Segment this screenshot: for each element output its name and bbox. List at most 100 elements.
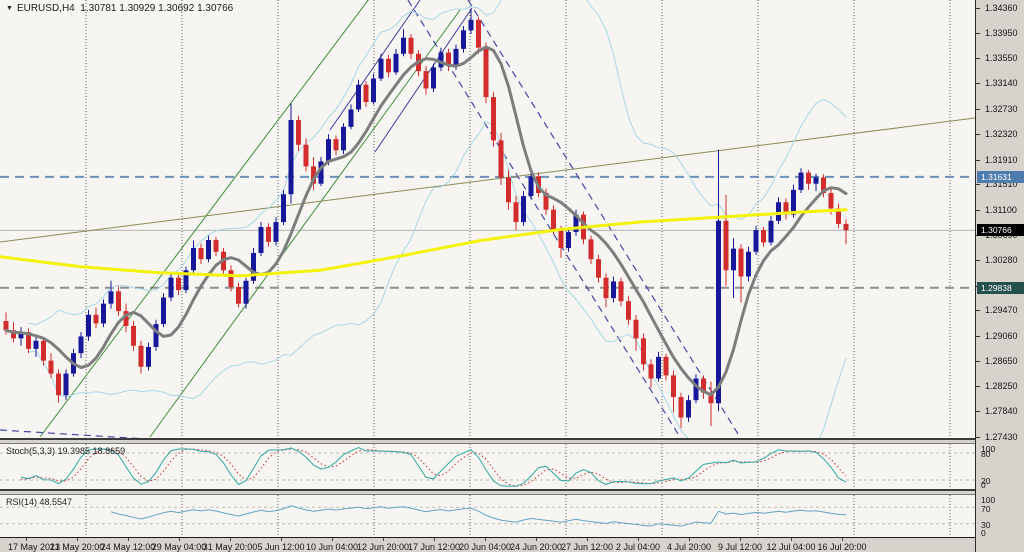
price-tick-label: 1.34360 bbox=[985, 3, 1018, 13]
price-tick-label: 1.33140 bbox=[985, 78, 1018, 88]
time-tick-mark bbox=[791, 538, 792, 541]
candles bbox=[3, 8, 849, 429]
price-tick-mark bbox=[976, 8, 980, 9]
time-tick-mark bbox=[842, 538, 843, 541]
price-tick-label: 1.29060 bbox=[985, 331, 1018, 341]
time-tick-label: 27 Jun 12:00 bbox=[560, 542, 614, 552]
resistance-price-label: 1.31631 bbox=[977, 171, 1024, 183]
time-tick-label: 10 Jun 04:00 bbox=[305, 542, 359, 552]
time-tick-mark bbox=[740, 538, 741, 541]
time-tick-mark bbox=[383, 538, 384, 541]
price-tick-mark bbox=[976, 109, 980, 110]
time-tick-mark bbox=[77, 538, 78, 541]
time-tick-mark bbox=[587, 538, 588, 541]
price-tick-label: 1.29470 bbox=[985, 305, 1018, 315]
time-tick-mark bbox=[536, 538, 537, 541]
downtrend-channel-a bbox=[407, 0, 681, 438]
price-tick-label: 1.27840 bbox=[985, 406, 1018, 416]
main-chart-canvas[interactable] bbox=[0, 0, 975, 438]
time-tick-label: 16 Jul 20:00 bbox=[817, 542, 867, 552]
time-tick-label: 12 Jul 04:00 bbox=[766, 542, 816, 552]
bollinger-upper bbox=[28, 0, 847, 326]
time-tick-label: 29 May 04:00 bbox=[151, 542, 207, 552]
rsi-plot bbox=[0, 495, 975, 536]
candlestick-chart bbox=[0, 0, 975, 438]
price-tick-mark bbox=[976, 386, 980, 387]
uptrend-channel-upper bbox=[149, 9, 461, 438]
stoch-axis-label: 20 bbox=[981, 476, 991, 486]
time-tick-label: 4 Jul 20:00 bbox=[666, 542, 712, 552]
panel-splitter-2[interactable] bbox=[0, 489, 975, 495]
rsi-panel[interactable]: RSI(14) 48.5547 bbox=[0, 495, 975, 538]
price-tick-label: 1.28650 bbox=[985, 356, 1018, 366]
long-term-trendline bbox=[0, 117, 975, 243]
time-tick-label: 31 May 20:00 bbox=[202, 542, 258, 552]
price-tick-label: 1.31100 bbox=[985, 205, 1017, 215]
rsi-label: RSI(14) 48.5547 bbox=[6, 497, 73, 507]
time-tick-label: 17 May 2013 bbox=[7, 542, 61, 552]
price-tick-mark bbox=[976, 361, 980, 362]
price-tick-label: 1.30280 bbox=[985, 255, 1018, 265]
time-tick-label: 17 Jun 12:00 bbox=[407, 542, 461, 552]
bid-price-label: 1.30766 bbox=[977, 224, 1024, 236]
price-tick-mark bbox=[976, 134, 980, 135]
time-tick-label: 9 Jul 12:00 bbox=[717, 542, 763, 552]
price-tick-label: 1.32730 bbox=[985, 104, 1018, 114]
price-tick-mark bbox=[976, 160, 980, 161]
price-tick-mark bbox=[976, 83, 980, 84]
stoch-axis-label: 100 bbox=[981, 444, 996, 454]
time-tick-mark bbox=[485, 538, 486, 541]
rsi-axis-label: 0 bbox=[981, 528, 986, 538]
price-tick-mark bbox=[976, 210, 980, 211]
price-tick-label: 1.31510 bbox=[985, 179, 1018, 189]
price-tick-label: 1.27430 bbox=[985, 432, 1018, 442]
stoch-main-line bbox=[20, 446, 847, 487]
time-tick-mark bbox=[689, 538, 690, 541]
time-tick-mark bbox=[434, 538, 435, 541]
price-tick-label: 1.31910 bbox=[985, 155, 1018, 165]
stoch-signal-line bbox=[20, 448, 847, 487]
rsi-axis-label: 70 bbox=[981, 504, 991, 514]
bollinger-lower bbox=[28, 121, 847, 438]
downtrend-channel-b bbox=[467, 0, 741, 438]
price-tick-label: 1.28250 bbox=[985, 381, 1018, 391]
time-tick-label: 5 Jun 12:00 bbox=[257, 542, 305, 552]
time-tick-mark bbox=[332, 538, 333, 541]
stochastic-panel[interactable]: Stoch(5,3,3) 19.3985 18.8659 bbox=[0, 444, 975, 489]
price-tick-mark bbox=[976, 411, 980, 412]
price-tick-label: 1.32320 bbox=[985, 129, 1018, 139]
time-tick-label: 20 Jun 04:00 bbox=[458, 542, 512, 552]
rsi-axis-label: 100 bbox=[981, 495, 996, 505]
price-tick-mark bbox=[976, 437, 980, 438]
price-tick-mark bbox=[976, 260, 980, 261]
time-tick-label: 24 Jun 20:00 bbox=[509, 542, 563, 552]
time-tick-mark bbox=[281, 538, 282, 541]
time-tick-label: 12 Jun 20:00 bbox=[356, 542, 410, 552]
time-tick-mark bbox=[638, 538, 639, 541]
time-tick-label: 21 May 20:00 bbox=[49, 542, 105, 552]
ma-gray bbox=[4, 45, 848, 397]
panel-splitter-1[interactable] bbox=[0, 438, 975, 444]
time-tick-mark bbox=[26, 538, 27, 541]
stochastic-label: Stoch(5,3,3) 19.3985 18.8659 bbox=[6, 446, 126, 456]
dropdown-arrow-icon: ▼ bbox=[6, 5, 13, 12]
rsi-axis-label: 30 bbox=[981, 520, 991, 530]
price-tick-label: 1.33550 bbox=[985, 53, 1018, 63]
stoch-axis-label: 80 bbox=[981, 449, 991, 459]
time-tick-label: 2 Jul 04:00 bbox=[615, 542, 661, 552]
time-tick-mark bbox=[128, 538, 129, 541]
chart-title: ▼ EURUSD,H4 1.30781 1.30929 1.30692 1.307… bbox=[6, 3, 233, 14]
time-tick-label: 24 May 12:00 bbox=[100, 542, 156, 552]
price-tick-mark bbox=[976, 336, 980, 337]
time-axis[interactable]: 17 May 2013 21 May 20:00 24 May 12:00 29 Ma… bbox=[0, 538, 975, 552]
stoch-axis-label: 0 bbox=[981, 480, 986, 490]
steep-channel-a bbox=[329, 0, 421, 131]
ma-yellow bbox=[0, 208, 848, 278]
support-price-label: 1.29838 bbox=[977, 282, 1024, 294]
price-axis[interactable]: 1.34360 1.33950 1.33550 1.33140 1.32730 1.323… bbox=[975, 0, 1024, 552]
price-tick-mark bbox=[976, 184, 980, 185]
rsi-gridlines bbox=[85, 495, 951, 536]
price-tick-mark bbox=[976, 310, 980, 311]
price-tick-label: 1.33950 bbox=[985, 28, 1018, 38]
price-tick-mark bbox=[976, 33, 980, 34]
